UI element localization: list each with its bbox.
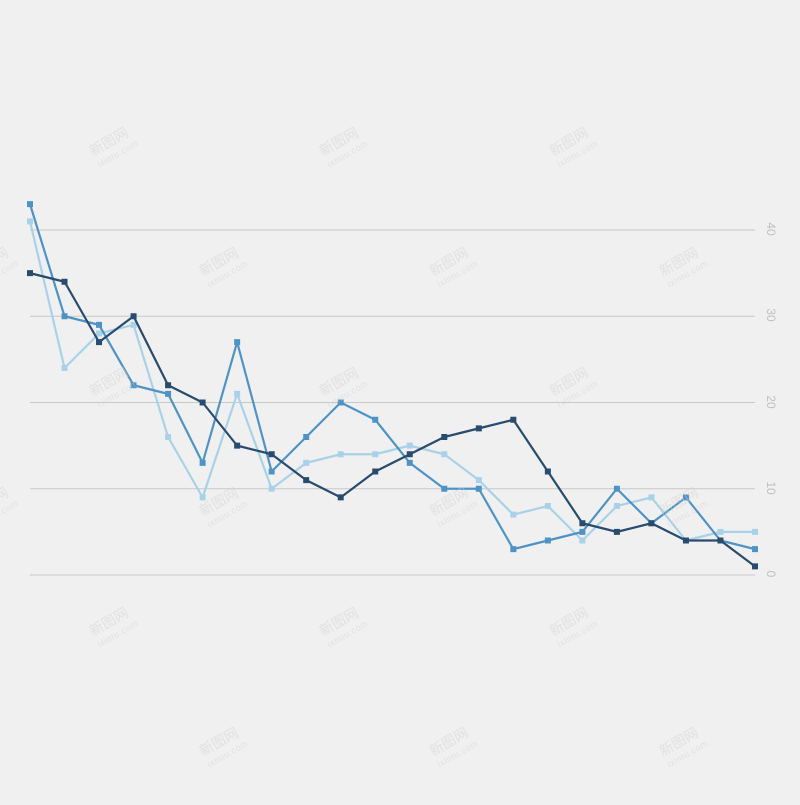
series-mid-blue-marker	[269, 469, 275, 475]
series-dark-blue-marker	[407, 451, 413, 457]
series-light-blue-marker	[96, 331, 102, 337]
series-light-blue-line	[30, 221, 755, 540]
series-dark-blue-marker	[200, 400, 206, 406]
series-light-blue-marker	[717, 529, 723, 535]
series-dark-blue-marker	[27, 270, 33, 276]
series-light-blue-marker	[579, 538, 585, 544]
ytick-label: 20	[764, 390, 778, 414]
series-light-blue-marker	[441, 451, 447, 457]
series-dark-blue-marker	[648, 520, 654, 526]
series-light-blue-marker	[269, 486, 275, 492]
line-chart: 010203040 新图网ixintu.com新图网ixintu.com新图网i…	[0, 0, 800, 800]
series-light-blue-marker	[27, 218, 33, 224]
series-mid-blue-marker	[27, 201, 33, 207]
series-dark-blue-marker	[303, 477, 309, 483]
series-light-blue-marker	[545, 503, 551, 509]
series-light-blue-marker	[165, 434, 171, 440]
series-dark-blue-marker	[545, 469, 551, 475]
series-dark-blue-marker	[131, 313, 137, 319]
series-light-blue-marker	[62, 365, 68, 371]
series-mid-blue-marker	[338, 400, 344, 406]
series-mid-blue-marker	[62, 313, 68, 319]
series-mid-blue-marker	[579, 529, 585, 535]
series-dark-blue-marker	[165, 382, 171, 388]
series-dark-blue-marker	[476, 425, 482, 431]
series-mid-blue-marker	[96, 322, 102, 328]
series-mid-blue-marker	[407, 460, 413, 466]
series-light-blue-marker	[407, 443, 413, 449]
series-dark-blue-marker	[614, 529, 620, 535]
series-dark-blue-marker	[579, 520, 585, 526]
series-mid-blue-marker	[372, 417, 378, 423]
ytick-label: 30	[764, 303, 778, 327]
series-light-blue-marker	[614, 503, 620, 509]
chart-canvas	[0, 0, 800, 800]
series-mid-blue-marker	[441, 486, 447, 492]
series-dark-blue-marker	[234, 443, 240, 449]
ytick-label: 10	[764, 476, 778, 500]
series-mid-blue-marker	[303, 434, 309, 440]
series-light-blue-marker	[338, 451, 344, 457]
series-dark-blue-marker	[96, 339, 102, 345]
series-dark-blue-marker	[372, 469, 378, 475]
series-dark-blue-marker	[717, 538, 723, 544]
series-dark-blue-marker	[752, 563, 758, 569]
series-mid-blue-marker	[200, 460, 206, 466]
series-mid-blue-marker	[614, 486, 620, 492]
series-dark-blue-marker	[338, 494, 344, 500]
series-light-blue-marker	[752, 529, 758, 535]
ytick-label: 40	[764, 217, 778, 241]
series-dark-blue-marker	[441, 434, 447, 440]
series-mid-blue-marker	[476, 486, 482, 492]
series-dark-blue-line	[30, 273, 755, 566]
series-mid-blue-marker	[683, 494, 689, 500]
series-light-blue-marker	[303, 460, 309, 466]
series-mid-blue-marker	[545, 538, 551, 544]
series-dark-blue-marker	[269, 451, 275, 457]
series-light-blue-marker	[648, 494, 654, 500]
ytick-label: 0	[764, 562, 778, 586]
series-dark-blue-marker	[510, 417, 516, 423]
series-light-blue-marker	[200, 494, 206, 500]
series-light-blue-marker	[476, 477, 482, 483]
series-dark-blue-marker	[683, 538, 689, 544]
series-mid-blue-marker	[165, 391, 171, 397]
series-mid-blue-marker	[131, 382, 137, 388]
series-light-blue-marker	[372, 451, 378, 457]
series-mid-blue-marker	[510, 546, 516, 552]
series-mid-blue-line	[30, 204, 755, 549]
series-light-blue-marker	[510, 512, 516, 518]
series-dark-blue-marker	[62, 279, 68, 285]
series-mid-blue-marker	[234, 339, 240, 345]
series-mid-blue-marker	[752, 546, 758, 552]
series-light-blue-marker	[234, 391, 240, 397]
